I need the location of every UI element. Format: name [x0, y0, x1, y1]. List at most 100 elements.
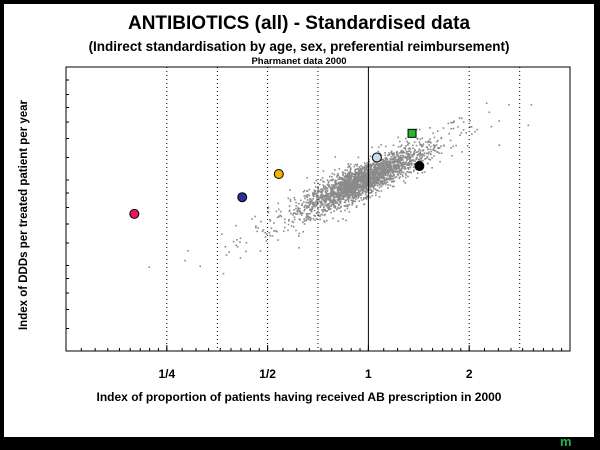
cloud-point: [327, 193, 329, 195]
cloud-point: [305, 215, 308, 218]
cloud-point: [407, 171, 410, 174]
cloud-point: [336, 201, 338, 204]
cloud-point: [453, 120, 455, 123]
cloud-point: [340, 195, 343, 197]
cloud-point: [326, 183, 329, 186]
cloud-point: [356, 173, 358, 175]
cloud-point: [388, 167, 390, 169]
cloud-point: [331, 188, 334, 190]
cloud-point: [297, 209, 299, 211]
cloud-point: [349, 172, 352, 175]
cloud-point: [437, 147, 439, 149]
cloud-point: [389, 166, 392, 169]
cloud-point: [305, 204, 308, 207]
cloud-point: [331, 201, 333, 203]
cloud-point: [315, 218, 318, 220]
cloud-point: [355, 198, 357, 201]
cloud-point: [393, 180, 396, 182]
cloud-point: [378, 163, 381, 166]
x-tick-label: 2: [466, 367, 473, 381]
cloud-point: [402, 161, 405, 163]
cloud-point: [332, 184, 335, 187]
cloud-point: [350, 190, 353, 192]
cloud-point: [334, 202, 337, 204]
cloud-point: [362, 181, 365, 184]
cloud-point: [409, 157, 412, 159]
cloud-point: [398, 167, 400, 170]
cloud-point: [349, 168, 352, 170]
cloud-point: [402, 164, 405, 167]
cloud-point: [317, 201, 319, 204]
cloud-point: [359, 175, 362, 178]
cloud-point: [315, 201, 318, 204]
cloud-point: [312, 193, 314, 196]
cloud-point: [288, 220, 290, 222]
cloud-point: [488, 111, 491, 114]
cloud-point: [405, 145, 407, 147]
cloud-point: [363, 171, 366, 174]
cloud-point: [347, 163, 349, 165]
cloud-point: [357, 184, 359, 186]
cloud-point: [363, 203, 366, 205]
cloud-point: [369, 177, 371, 180]
cloud-point: [345, 179, 348, 182]
cloud-point: [365, 191, 368, 194]
cloud-point: [437, 139, 439, 142]
cloud-point: [375, 194, 377, 197]
cloud-point: [366, 172, 369, 174]
cloud-point: [358, 168, 360, 171]
logo: m: [560, 434, 572, 449]
cloud-point: [409, 163, 411, 165]
cloud-point: [296, 210, 298, 212]
cloud-point: [341, 183, 343, 186]
cloud-point: [350, 178, 352, 181]
cloud-point: [332, 199, 334, 202]
cloud-point: [387, 184, 389, 186]
cloud-point: [325, 200, 327, 202]
cloud-point: [308, 206, 310, 208]
cloud-point: [392, 177, 394, 180]
cloud-point: [398, 156, 401, 159]
cloud-point: [300, 214, 303, 216]
cloud-point: [356, 164, 358, 167]
cloud-point: [359, 193, 362, 195]
cloud-point: [342, 171, 345, 174]
cloud-point: [369, 171, 371, 174]
cloud-point: [385, 165, 388, 167]
cloud-point: [294, 212, 296, 215]
cloud-point: [362, 173, 365, 176]
cloud-point: [310, 200, 313, 203]
cloud-point: [329, 186, 332, 188]
cloud-point: [414, 149, 416, 152]
cloud-point: [333, 206, 335, 208]
cloud-point: [448, 132, 450, 135]
cloud-point: [298, 232, 301, 235]
cloud-point: [311, 203, 314, 206]
cloud-point: [413, 153, 415, 155]
cloud-point: [373, 188, 375, 190]
cloud-point: [342, 197, 345, 200]
cloud-point: [396, 154, 399, 157]
cloud-point: [314, 192, 317, 195]
cloud-point: [398, 158, 401, 160]
cloud-point: [418, 158, 420, 160]
cloud-point: [354, 169, 357, 172]
cloud-point: [305, 216, 307, 219]
cloud-point: [344, 178, 347, 181]
cloud-point: [389, 179, 392, 181]
cloud-point: [236, 239, 238, 241]
cloud-point: [397, 164, 399, 166]
cloud-point: [366, 175, 369, 178]
cloud-point: [406, 159, 408, 161]
cloud-point: [395, 163, 398, 166]
cloud-point: [410, 162, 412, 165]
cloud-point: [323, 220, 325, 222]
cloud-point: [338, 197, 341, 199]
cloud-point: [387, 165, 389, 167]
cloud-point: [357, 176, 360, 178]
cloud-point: [360, 164, 362, 167]
cloud-point: [289, 198, 292, 201]
cloud-point: [366, 165, 368, 167]
cloud-point: [290, 212, 292, 215]
cloud-point: [404, 156, 406, 159]
